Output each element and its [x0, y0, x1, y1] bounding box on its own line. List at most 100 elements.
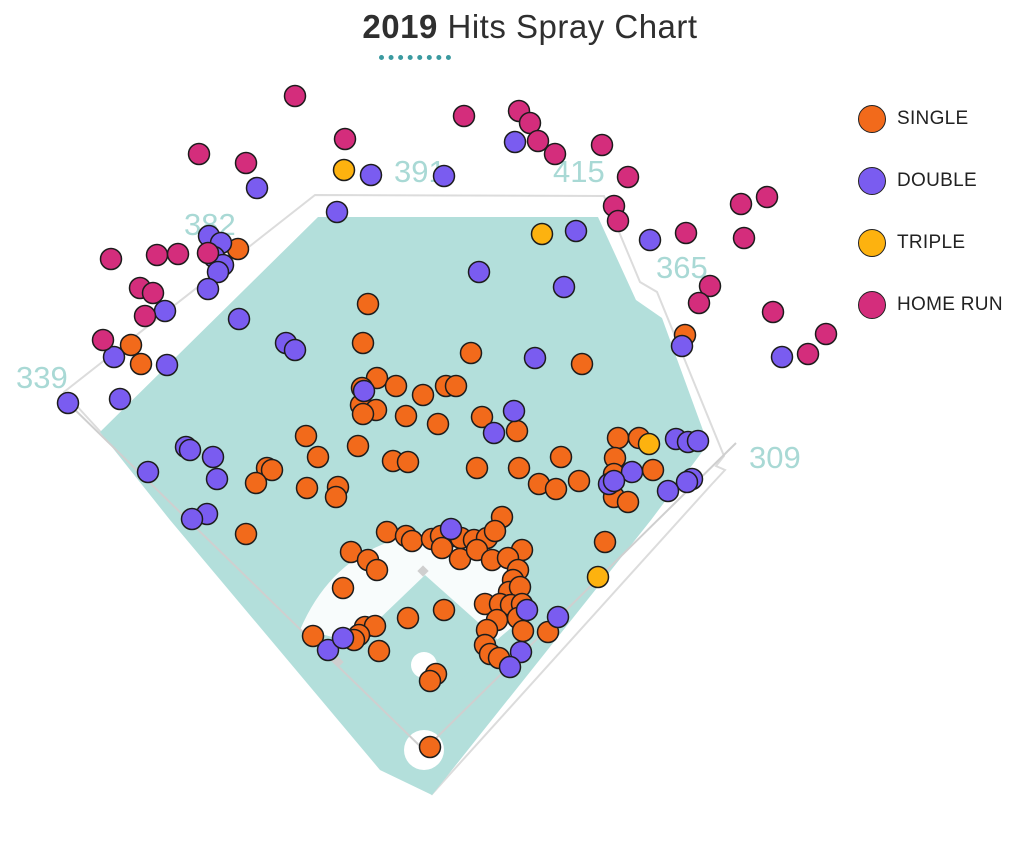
hit-marker-single — [411, 383, 435, 407]
hit-marker-single — [432, 598, 456, 622]
hit-marker-double — [227, 307, 251, 331]
legend-item-triple: TRIPLE — [858, 212, 1003, 274]
hit-marker-single — [394, 404, 418, 428]
hit-marker-double — [439, 517, 463, 541]
hit-marker-single — [606, 426, 630, 450]
hit-marker-home-run — [590, 133, 614, 157]
hit-marker-double — [359, 163, 383, 187]
foul-line-right — [423, 442, 737, 751]
legend-label-triple: TRIPLE — [897, 232, 966, 253]
hit-marker-single — [426, 412, 450, 436]
hit-marker-single — [306, 445, 330, 469]
hit-marker-single — [567, 469, 591, 493]
legend-swatch-single — [858, 105, 886, 133]
hit-marker-double — [467, 260, 491, 284]
title-underline — [379, 55, 451, 60]
hit-marker-single — [444, 374, 468, 398]
legend-label-single: SINGLE — [897, 108, 969, 129]
hit-marker-home-run — [687, 291, 711, 315]
third-base — [332, 656, 344, 668]
fence-distance-right-line: 309 — [749, 440, 801, 475]
chart-title: 2019 Hits Spray Chart — [0, 8, 1024, 46]
hit-marker-single — [234, 522, 258, 546]
hit-marker-single — [549, 445, 573, 469]
hit-marker-home-run — [333, 127, 357, 151]
hit-marker-home-run — [616, 165, 640, 189]
hit-marker-double — [108, 387, 132, 411]
hit-marker-home-run — [543, 142, 567, 166]
hit-marker-double — [180, 507, 204, 531]
hit-marker-single — [616, 490, 640, 514]
hit-marker-double — [201, 445, 225, 469]
hit-marker-home-run — [91, 328, 115, 352]
hit-marker-double — [770, 345, 794, 369]
hit-marker-triple — [530, 222, 554, 246]
hit-marker-double — [503, 130, 527, 154]
hit-marker-single — [351, 402, 375, 426]
hit-marker-single — [365, 558, 389, 582]
title-text: Hits Spray Chart — [447, 8, 698, 45]
hit-marker-double — [686, 429, 710, 453]
hit-marker-double — [602, 469, 626, 493]
hit-marker-home-run — [141, 281, 165, 305]
hit-marker-home-run — [814, 322, 838, 346]
legend-swatch-double — [858, 167, 886, 195]
hit-marker-home-run — [166, 242, 190, 266]
legend-label-double: DOUBLE — [897, 170, 977, 191]
hit-marker-double — [523, 346, 547, 370]
hit-marker-single — [641, 458, 665, 482]
hit-marker-home-run — [145, 243, 169, 267]
legend-label-home-run: HOME RUN — [897, 294, 1003, 315]
legend: SINGLE DOUBLE TRIPLE HOME RUN — [858, 88, 1003, 336]
hit-marker-double — [316, 638, 340, 662]
legend-swatch-home-run — [858, 291, 886, 319]
hit-marker-double — [656, 479, 680, 503]
hit-marker-single — [396, 450, 420, 474]
title-year: 2019 — [362, 8, 438, 45]
field-grass — [100, 217, 708, 795]
hit-marker-home-run — [674, 221, 698, 245]
fence-distance-right-center: 365 — [656, 250, 708, 285]
hit-marker-double — [620, 460, 644, 484]
hit-marker-home-run — [196, 241, 220, 265]
hit-marker-single — [375, 520, 399, 544]
hit-marker-double — [56, 391, 80, 415]
hit-marker-double — [153, 299, 177, 323]
hit-marker-single — [483, 519, 507, 543]
hit-marker-home-run — [796, 342, 820, 366]
hit-markers — [56, 84, 838, 759]
fence-distance-left-line: 339 — [16, 360, 68, 395]
second-base — [417, 565, 429, 577]
hit-marker-single — [367, 639, 391, 663]
hit-marker-single — [465, 456, 489, 480]
hit-marker-double — [196, 277, 220, 301]
hit-marker-single — [593, 530, 617, 554]
hit-marker-home-run — [729, 192, 753, 216]
hit-marker-double — [546, 605, 570, 629]
hit-marker-single — [570, 352, 594, 376]
hit-marker-double — [482, 421, 506, 445]
hit-marker-double — [670, 334, 694, 358]
hit-marker-double — [206, 260, 230, 284]
hit-marker-single — [244, 471, 268, 495]
hit-marker-home-run — [99, 247, 123, 271]
hit-marker-single — [119, 333, 143, 357]
hit-marker-triple — [637, 432, 661, 456]
legend-item-single: SINGLE — [858, 88, 1003, 150]
hit-marker-single — [430, 536, 454, 560]
hit-marker-double — [352, 379, 376, 403]
hit-marker-single — [418, 669, 442, 693]
hit-marker-double — [502, 399, 526, 423]
hit-marker-single — [511, 619, 535, 643]
hit-marker-single — [544, 477, 568, 501]
hit-marker-single — [384, 374, 408, 398]
hit-marker-home-run — [133, 304, 157, 328]
legend-item-home-run: HOME RUN — [858, 274, 1003, 336]
hit-marker-single — [331, 576, 355, 600]
hit-marker-triple — [586, 565, 610, 589]
hit-marker-double — [178, 438, 202, 462]
hit-marker-home-run — [526, 129, 550, 153]
hit-marker-home-run — [732, 226, 756, 250]
hit-marker-single — [418, 735, 442, 759]
hit-marker-single — [260, 458, 284, 482]
